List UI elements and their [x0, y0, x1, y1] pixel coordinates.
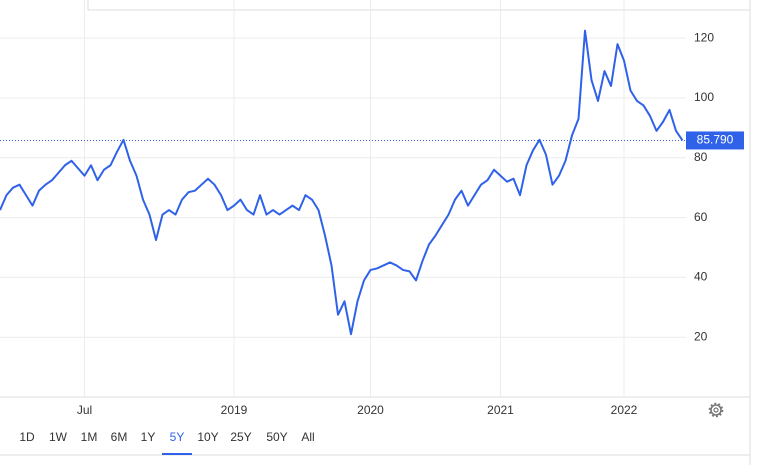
- x-tick-label: Jul: [77, 403, 92, 417]
- gear-hub: [713, 407, 719, 413]
- y-tick-label: 80: [694, 150, 708, 164]
- gear-ring: [710, 404, 722, 416]
- x-tick-label: 2021: [487, 403, 514, 417]
- last-price-tag: [686, 131, 744, 150]
- y-tick-label: 120: [694, 30, 714, 44]
- range-button[interactable]: 1D: [19, 430, 35, 444]
- range-button[interactable]: 1Y: [141, 430, 156, 444]
- range-button[interactable]: 5Y: [170, 430, 185, 444]
- y-tick-label: 60: [694, 210, 708, 224]
- active-range-underline: [162, 453, 192, 455]
- range-button[interactable]: 10Y: [197, 430, 218, 444]
- x-tick-label: 2022: [611, 403, 638, 417]
- range-button[interactable]: 25Y: [230, 430, 251, 444]
- range-button[interactable]: 50Y: [266, 430, 287, 444]
- range-button[interactable]: All: [301, 430, 314, 444]
- range-button[interactable]: 1W: [49, 430, 68, 444]
- y-tick-label: 100: [694, 90, 714, 104]
- x-tick-label: 2020: [357, 403, 384, 417]
- y-tick-label: 40: [694, 270, 708, 284]
- gear-teeth: [708, 402, 724, 418]
- range-button[interactable]: 1M: [81, 430, 98, 444]
- range-button[interactable]: 6M: [111, 430, 128, 444]
- x-tick-label: 2019: [221, 403, 248, 417]
- last-price-label: 85.790: [697, 133, 734, 147]
- header-box: [87, 0, 751, 11]
- price-line: [0, 29, 684, 336]
- y-tick-label: 20: [694, 329, 708, 343]
- settings-icon[interactable]: [708, 402, 724, 418]
